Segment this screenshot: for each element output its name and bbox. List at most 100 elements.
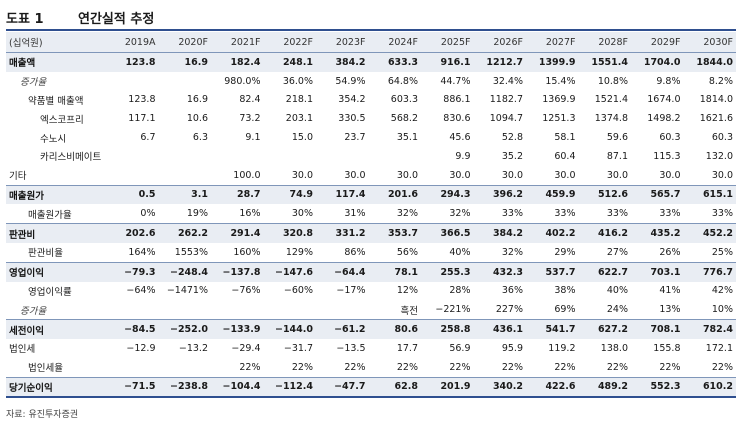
table-cell: 366.5	[421, 223, 474, 243]
table-cell: 30.0	[396, 169, 418, 181]
table-cell: 182.4	[211, 51, 264, 72]
table-cell: 16.9	[186, 94, 208, 106]
year-header: 2025F	[421, 32, 474, 53]
figure-number: 도표 1	[6, 12, 44, 27]
table-cell	[159, 300, 212, 319]
table-cell	[106, 300, 159, 319]
table-cell: 35.2	[501, 150, 523, 162]
table-cell: 117.4	[316, 184, 369, 205]
table-cell: 201.9	[421, 376, 474, 399]
row-label: 증가율	[20, 77, 47, 89]
table-cell: 422.6	[526, 376, 579, 399]
table-cell: 452.2	[683, 223, 736, 243]
table-cell: 615.1	[683, 184, 736, 205]
table-cell: 30.0	[501, 169, 523, 181]
table-cell: 1399.9	[526, 51, 579, 72]
table-cell: −64%	[126, 285, 156, 297]
table-cell: 30.0	[659, 169, 681, 181]
table-cell	[316, 147, 369, 166]
table-cell: 56%	[396, 246, 418, 258]
table-cell: −137.8	[211, 261, 264, 282]
title-underline	[6, 29, 736, 31]
table-cell: 115.3	[653, 150, 681, 162]
table-cell: 10.8%	[597, 75, 628, 87]
table-cell: 15.4%	[545, 75, 576, 87]
table-cell: 22%	[606, 361, 628, 373]
table-row: 법인세율 22% 22% 22% 22% 22% 22% 22% 22% 22% 22%	[6, 358, 736, 377]
table-cell: −76%	[231, 285, 261, 297]
table-cell: 633.3	[368, 51, 421, 72]
table-row: 매출원가율 0% 19% 16% 30% 31% 32% 32% 33% 33% 33% 33% 33%	[6, 204, 736, 223]
table-cell: −238.8	[158, 376, 211, 399]
table-cell: 22%	[449, 361, 471, 373]
table-cell: 33%	[501, 208, 523, 220]
table-cell: 15.0	[291, 132, 313, 144]
table-cell: 1374.8	[594, 113, 628, 125]
table-cell: 782.4	[683, 319, 736, 339]
table-cell: 886.1	[443, 94, 471, 106]
table-cell: 776.7	[683, 261, 736, 282]
table-cell: 31%	[344, 208, 366, 220]
year-header: 2024F	[368, 32, 421, 53]
table-cell: 25%	[711, 246, 733, 258]
table-cell: 117.1	[128, 113, 156, 125]
table-cell: 9.8%	[656, 75, 681, 87]
table-cell: −17%	[336, 285, 366, 297]
table-cell: 38%	[554, 285, 576, 297]
table-cell: −248.4	[158, 261, 211, 282]
table-cell: 16%	[239, 208, 261, 220]
table-cell: 87.1	[606, 150, 628, 162]
row-label: 증가율	[20, 305, 47, 317]
table-cell: 60.3	[711, 132, 733, 144]
table-cell: 22%	[396, 361, 418, 373]
row-label: 영업이익률	[28, 286, 72, 298]
table-cell: 622.7	[578, 261, 631, 282]
table-row: 당기순이익 −71.5 −238.8 −104.4 −112.4 −47.7 62.8 201…	[6, 376, 736, 399]
table-cell: 1094.7	[489, 113, 523, 125]
table-cell	[369, 147, 422, 166]
table-cell: −13.5	[336, 342, 366, 354]
table-cell: 56.9	[449, 342, 471, 354]
table-cell: 30.0	[344, 169, 366, 181]
table-cell: 40%	[606, 285, 628, 297]
table-cell: −61.2	[316, 319, 369, 339]
table-cell: 32.4%	[492, 75, 523, 87]
table-row: 수노시 6.7 6.3 9.1 15.0 23.7 35.1 45.6 52.8 58.1 59.6…	[6, 128, 736, 147]
table-cell: 627.2	[578, 319, 631, 339]
table-cell: 353.7	[368, 223, 421, 243]
table-cell: 1251.3	[542, 113, 576, 125]
table-cell: 22%	[711, 361, 733, 373]
table-cell: 32%	[396, 208, 418, 220]
table-title: 연간실적 추정	[78, 12, 155, 27]
table-cell: −133.9	[211, 319, 264, 339]
row-label: 판관비율	[28, 248, 63, 260]
table-cell: 9.9	[455, 150, 471, 162]
table-cell: 100.0	[233, 169, 261, 181]
table-cell: 1674.0	[647, 94, 681, 106]
table-cell: 22%	[501, 361, 523, 373]
table-cell: 1553%	[174, 246, 208, 258]
table-cell: 1182.7	[489, 94, 523, 106]
table-cell: 552.3	[631, 376, 684, 399]
table-cell: 82.4	[239, 94, 261, 106]
table-cell: 1814.0	[699, 94, 733, 106]
table-cell: 23.7	[344, 132, 366, 144]
table-cell: 331.2	[316, 223, 369, 243]
annual-earnings-table: (십억원) 2019A 2020F 2021F 2022F 2023F 2024F 2025…	[6, 32, 736, 399]
table-cell	[159, 72, 212, 91]
table-cell: 29%	[554, 246, 576, 258]
table-cell: 30.0	[606, 169, 628, 181]
table-cell: 8.2%	[708, 75, 733, 87]
table-cell: −31.7	[283, 342, 313, 354]
table-cell	[211, 147, 264, 166]
table-cell: 1498.2	[647, 113, 681, 125]
table-cell: 24%	[606, 304, 628, 316]
table-cell	[106, 72, 159, 91]
table-cell: 119.2	[548, 342, 576, 354]
table-cell: 62.8	[368, 376, 421, 399]
year-header: 2022F	[263, 32, 316, 53]
table-cell: 227%	[495, 304, 523, 316]
table-cell: 60.4	[554, 150, 576, 162]
table-cell: 30.0	[449, 169, 471, 181]
table-cell: 202.6	[106, 223, 159, 243]
